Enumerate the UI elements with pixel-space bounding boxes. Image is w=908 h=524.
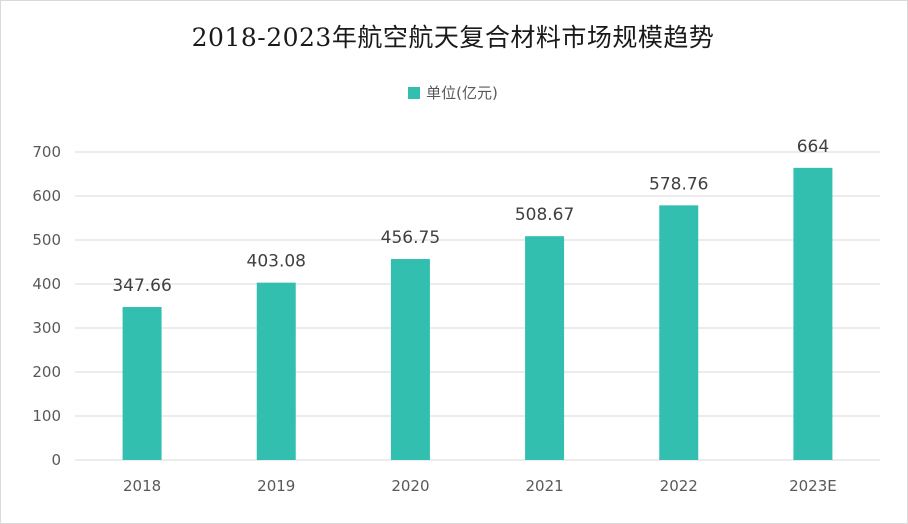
bar-2021 [525,236,565,460]
bar-2022 [659,205,699,460]
legend-swatch [408,87,421,99]
legend-label: 单位(亿元) [426,84,498,102]
x-tick-label-2022: 2022 [660,477,698,495]
data-label-2022: 578.76 [649,174,708,194]
y-tick-label-0: 0 [51,451,61,469]
bar-2019 [256,282,296,460]
bar-2023E [793,167,833,460]
x-tick-label-2019: 2019 [257,477,295,495]
x-tick-label-2020: 2020 [391,477,429,495]
data-label-2019: 403.08 [247,252,306,272]
x-tick-label-2018: 2018 [123,477,161,495]
data-label-2018: 347.66 [112,276,171,296]
y-tick-label-200: 200 [32,363,61,381]
data-label-2023E: 664 [797,137,829,157]
y-tick-label-500: 500 [32,231,61,249]
legend: 单位(亿元) [0,82,906,103]
bar-2020 [390,259,430,460]
data-label-2020: 456.75 [381,228,440,248]
x-tick-label-2023E: 2023E [789,477,837,495]
y-tick-label-400: 400 [32,275,61,293]
data-label-2021: 508.67 [515,205,574,225]
y-tick-label-700: 700 [32,143,61,161]
bar-2018 [122,307,162,460]
y-tick-label-100: 100 [32,407,61,425]
x-tick-label-2021: 2021 [525,477,563,495]
chart-title: 2018-2023年航空航天复合材料市场规模趋势 [191,23,715,52]
y-tick-label-600: 600 [32,187,61,205]
y-tick-label-300: 300 [32,319,61,337]
